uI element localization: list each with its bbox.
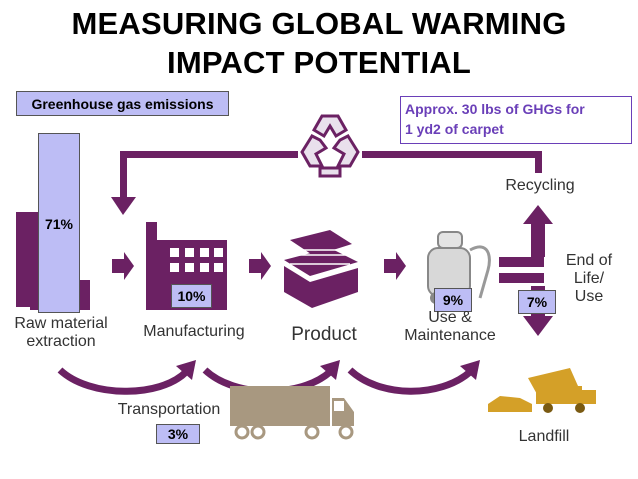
up-arrow-to-recycling xyxy=(523,205,553,257)
title-line-2: IMPACT POTENTIAL xyxy=(167,45,471,80)
end-of-life-label-3: Use xyxy=(574,288,604,305)
recycle-symbol-icon xyxy=(300,114,360,178)
transport-pct: 3% xyxy=(156,424,200,444)
use-label-2: Maintenance xyxy=(404,327,496,344)
transportation-label: Transportation xyxy=(117,401,221,418)
flow-arrows xyxy=(112,252,406,280)
raw-material-label-2: extraction xyxy=(26,333,96,350)
manufacturing-label: Manufacturing xyxy=(143,323,245,340)
product-label: Product xyxy=(291,324,357,345)
end-of-life-label-1: End of xyxy=(565,252,613,269)
use-label-1: Use & xyxy=(428,309,472,326)
carpet-note-line-2: 1 yd2 of carpet xyxy=(405,121,504,137)
use-pct: 9% xyxy=(434,288,472,312)
raw-material-label-1: Raw material xyxy=(14,315,108,332)
end-of-life-pct: 7% xyxy=(518,290,556,314)
arrow-raw-to-mfg xyxy=(112,252,134,280)
ghg-emissions-legend: Greenhouse gas emissions xyxy=(16,91,229,116)
arrow-product-to-use xyxy=(384,252,406,280)
end-of-life-label: End of Life/ Use xyxy=(556,252,622,306)
raw-material-pct: 71% xyxy=(44,216,74,232)
arrow-mfg-to-product xyxy=(249,252,271,280)
title-line-1: MEASURING GLOBAL WARMING xyxy=(71,6,567,41)
raw-material-emission-bar: 71% xyxy=(38,133,80,313)
end-of-life-label-2: Life/ xyxy=(573,270,605,287)
factory-icon xyxy=(146,222,227,310)
recycle-return-arrow xyxy=(111,151,542,215)
recycling-label: Recycling xyxy=(505,177,575,194)
carpet-note: Approx. 30 lbs of GHGs for 1 yd2 of carp… xyxy=(400,96,632,144)
raw-material-label: Raw material extraction xyxy=(0,315,122,351)
transport-curve-heads xyxy=(176,360,480,380)
truck-icon xyxy=(230,386,354,440)
carpet-note-line-1: Approx. 30 lbs of GHGs for xyxy=(405,101,585,117)
manufacturing-pct: 10% xyxy=(171,284,212,308)
landfill-icon xyxy=(488,368,596,413)
use-label: Use & Maintenance xyxy=(392,309,508,345)
product-icon xyxy=(284,230,358,308)
landfill-label: Landfill xyxy=(518,428,570,445)
